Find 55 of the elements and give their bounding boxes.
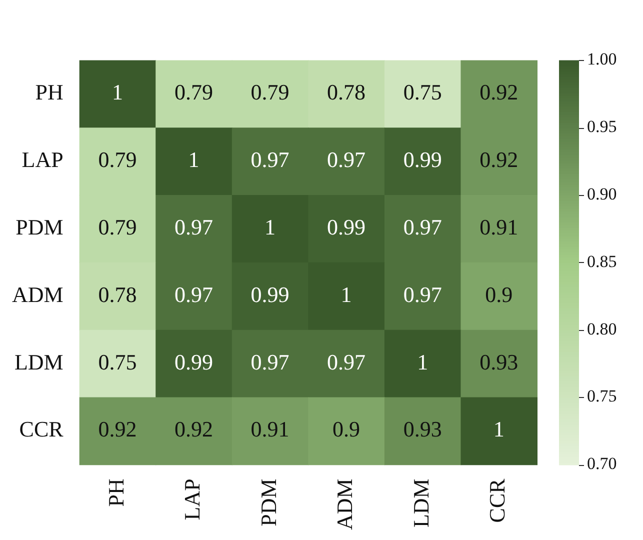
x-tick-label: ADM — [332, 478, 358, 530]
y-tick-label: LDM — [14, 349, 64, 374]
color-bar-label: 1.00 — [587, 50, 617, 69]
data-label: 0.97 — [327, 349, 366, 374]
color-bar-label: 0.70 — [587, 454, 617, 474]
data-label: 1 — [417, 349, 428, 374]
data-label: 0.78 — [98, 282, 137, 307]
data-label: 0.9 — [485, 282, 513, 307]
y-tick-label: ADM — [12, 282, 64, 307]
data-label: 0.9 — [332, 416, 360, 442]
y-tick-label: CCR — [19, 416, 64, 442]
data-label: 0.99 — [403, 147, 442, 172]
data-label: 0.92 — [174, 416, 214, 442]
data-label: 0.97 — [250, 349, 290, 374]
x-tick-label: PDM — [256, 478, 281, 526]
data-label: 1 — [188, 147, 200, 172]
data-label: 0.91 — [480, 214, 518, 240]
color-bar-label: 0.85 — [587, 252, 617, 271]
data-label: 0.97 — [250, 147, 290, 172]
y-tick-label: PDM — [16, 214, 64, 240]
data-label: 0.92 — [480, 80, 518, 105]
data-label: 0.79 — [250, 80, 290, 105]
data-label: 0.97 — [403, 282, 442, 307]
data-label: 1 — [264, 214, 276, 240]
data-label: 0.79 — [98, 147, 137, 172]
data-label: 0.93 — [403, 416, 442, 442]
data-label: 0.91 — [250, 416, 290, 442]
x-tick-label: LAP — [180, 478, 205, 520]
color-bar-label: 0.75 — [587, 386, 617, 406]
data-label: 1 — [340, 282, 352, 307]
data-label: 0.99 — [250, 282, 290, 307]
color-bar-label: 0.90 — [587, 184, 617, 204]
data-label: 0.92 — [480, 147, 518, 172]
data-label: 0.78 — [327, 80, 366, 105]
color-bar-label: 0.95 — [587, 117, 617, 136]
y-tick-label: LAP — [22, 147, 64, 172]
x-tick-label: LDM — [408, 478, 434, 528]
data-label: 0.99 — [174, 349, 214, 374]
data-label: 0.97 — [174, 214, 214, 240]
data-label: 0.75 — [403, 80, 442, 105]
data-label: 0.75 — [98, 349, 137, 374]
x-tick-label: CCR — [484, 478, 510, 523]
data-label: 0.93 — [480, 349, 518, 374]
data-label: 0.97 — [403, 214, 442, 240]
color-bar-label: 0.80 — [587, 319, 617, 338]
data-label: 0.97 — [174, 282, 214, 307]
data-label: 1 — [493, 416, 504, 442]
y-tick-label: PH — [35, 80, 64, 105]
data-label: 1 — [112, 80, 123, 105]
data-label: 0.97 — [327, 147, 366, 172]
x-tick-label: PH — [103, 478, 128, 507]
data-label: 0.92 — [98, 416, 137, 442]
data-label: 0.79 — [174, 80, 214, 105]
data-label: 0.79 — [98, 214, 137, 240]
data-label: 0.99 — [327, 214, 366, 240]
